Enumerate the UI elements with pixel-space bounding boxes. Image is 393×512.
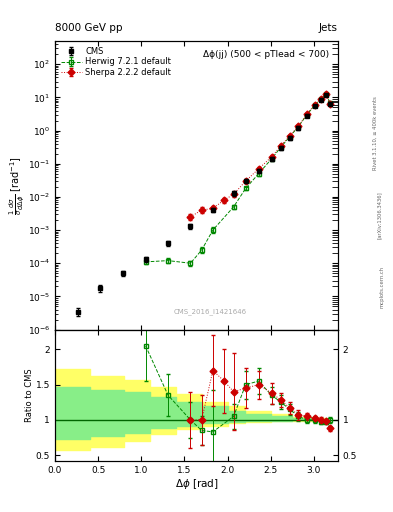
Legend: CMS, Herwig 7.2.1 default, Sherpa 2.2.2 default: CMS, Herwig 7.2.1 default, Sherpa 2.2.2 … — [59, 45, 173, 79]
Y-axis label: $\frac{1}{\sigma}\frac{d\sigma}{d\Delta\phi}$ [rad$^{-1}$]: $\frac{1}{\sigma}\frac{d\sigma}{d\Delta\… — [7, 156, 26, 215]
Text: Rivet 3.1.10, ≥ 400k events: Rivet 3.1.10, ≥ 400k events — [373, 96, 378, 170]
Text: mcplots.cern.ch: mcplots.cern.ch — [380, 266, 385, 308]
Text: CMS_2016_I1421646: CMS_2016_I1421646 — [174, 308, 247, 315]
X-axis label: $\Delta\phi$ [rad]: $\Delta\phi$ [rad] — [174, 477, 219, 492]
Y-axis label: Ratio to CMS: Ratio to CMS — [26, 369, 35, 422]
Text: [arXiv:1306.3436]: [arXiv:1306.3436] — [376, 191, 381, 239]
Text: Δϕ(jj) (500 < pTlead < 700): Δϕ(jj) (500 < pTlead < 700) — [203, 50, 329, 58]
Text: 8000 GeV pp: 8000 GeV pp — [55, 23, 123, 33]
Text: Jets: Jets — [319, 23, 338, 33]
